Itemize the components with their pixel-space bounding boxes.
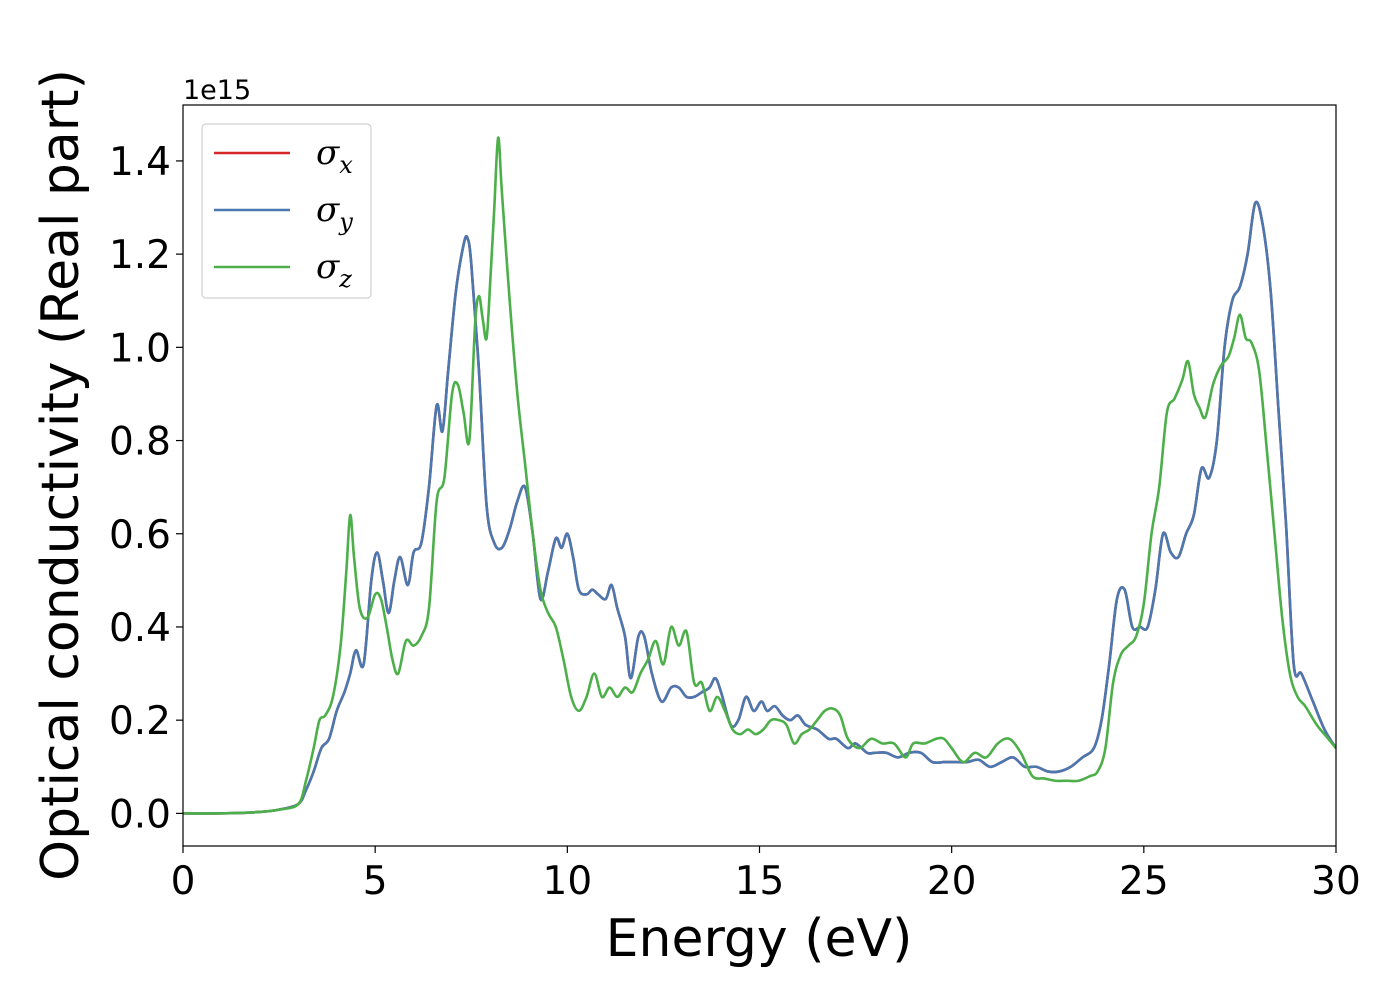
- y-tick-label: 1.4: [109, 140, 171, 185]
- y-tick-label: 0.2: [109, 699, 171, 744]
- y-tick-label: 0.6: [109, 513, 171, 558]
- x-tick-label: 20: [927, 859, 977, 904]
- x-tick-label: 30: [1311, 859, 1361, 904]
- series-layer: [183, 136, 1336, 815]
- x-tick-label: 0: [171, 859, 196, 904]
- legend: σx σy σz: [201, 123, 372, 299]
- x-tick-label: 25: [1119, 859, 1169, 904]
- y-tick-label: 1.0: [109, 326, 171, 371]
- legend-label-sigma-y: σy: [316, 190, 353, 236]
- y-axis-label: Optical conductivity (Real part): [31, 69, 91, 881]
- x-tick-label: 15: [735, 859, 785, 904]
- series-line-sigma-z: [183, 136, 1336, 815]
- legend-label-sigma-x: σx: [316, 133, 353, 179]
- y-tick-label: 0.8: [109, 420, 171, 465]
- y-tick-label: 0.4: [109, 606, 171, 651]
- legend-label-sigma-z: σz: [316, 247, 352, 293]
- x-axis-ticks: 0 5 10 15 20 25 30: [171, 846, 1361, 904]
- y-offset-text: 1e15: [183, 75, 251, 106]
- y-tick-label: 0.0: [109, 792, 171, 837]
- y-tick-label: 1.2: [109, 233, 171, 278]
- x-axis-label: Energy (eV): [606, 909, 913, 969]
- x-tick-label: 5: [363, 859, 388, 904]
- y-axis-ticks: 0.0 0.2 0.4 0.6 0.8 1.0 1.2 1.4: [109, 140, 183, 837]
- x-tick-label: 10: [543, 859, 593, 904]
